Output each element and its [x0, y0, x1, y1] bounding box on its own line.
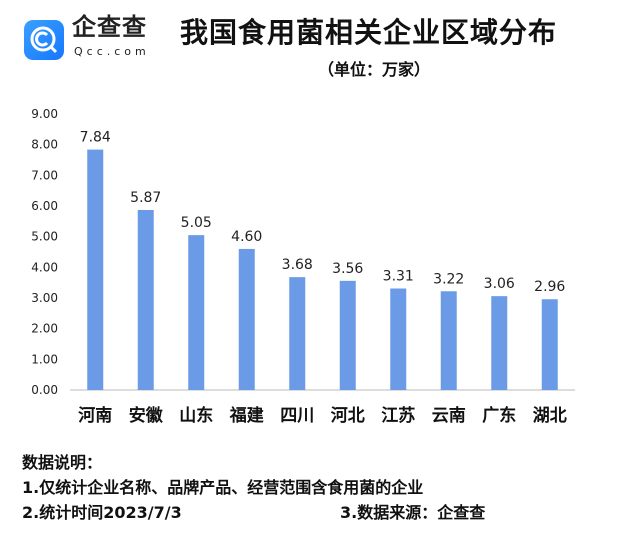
x-tick-label: 福建: [229, 405, 264, 426]
y-tick-label: 0.00: [31, 383, 58, 397]
y-tick-label: 1.00: [31, 352, 58, 366]
bar-云南: [440, 291, 457, 390]
x-tick-label: 山东: [179, 405, 213, 426]
value-label: 4.60: [231, 229, 262, 245]
value-label: 3.06: [484, 276, 515, 292]
y-tick-label: 8.00: [31, 138, 58, 152]
y-tick-label: 3.00: [31, 291, 58, 305]
note-line-2: 2.统计时间2023/7/3: [22, 503, 182, 522]
value-label: 3.68: [282, 257, 313, 273]
chart-title: 我国食用菌相关企业区域分布: [180, 16, 558, 49]
bar-四川: [289, 277, 306, 390]
x-tick-label: 四川: [280, 406, 314, 426]
bar-安徽: [137, 209, 154, 390]
x-tick-label: 江苏: [381, 405, 415, 426]
y-tick-label: 5.00: [31, 230, 58, 244]
bar-山东: [188, 235, 205, 390]
value-label: 5.87: [130, 190, 161, 206]
x-tick-label: 湖北: [533, 406, 567, 426]
bar-河南: [87, 149, 104, 390]
bar-江苏: [390, 288, 407, 390]
bar-chart: 0.00 1.00 2.00 3.00 4.00 5.00 6.00 7.00 8.00 9.00…: [31, 107, 575, 426]
value-label: 7.84: [80, 130, 111, 146]
value-label: 2.96: [534, 279, 565, 295]
y-tick-label: 9.00: [31, 107, 58, 121]
y-tick-label: 7.00: [31, 168, 58, 182]
value-label: 5.05: [181, 215, 212, 231]
x-tick-label: 安徽: [129, 405, 164, 426]
bar-福建: [238, 248, 255, 390]
value-label: 3.56: [332, 261, 363, 277]
y-tick-label: 6.00: [31, 199, 58, 213]
unit-label: （单位：万家）: [318, 60, 431, 79]
notes: 数据说明： 1.仅统计企业名称、品牌产品、经营范围含食用菌的企业 2.统计时间2…: [22, 450, 423, 525]
qcc-logo-icon: [24, 20, 64, 60]
logo-name: 企查查: [72, 13, 147, 41]
bar-广东: [491, 296, 508, 390]
bar-湖北: [541, 299, 558, 390]
notes-heading: 数据说明：: [22, 453, 103, 472]
value-label: 3.22: [433, 271, 464, 287]
value-label: 3.31: [383, 268, 414, 284]
data-source: 3.数据来源：企查查: [340, 503, 486, 522]
bar-河北: [339, 280, 356, 390]
y-tick-label: 4.00: [31, 260, 58, 274]
x-tick-label: 河南: [78, 405, 112, 426]
x-tick-label: 云南: [432, 405, 466, 426]
x-tick-label: 河北: [331, 406, 365, 426]
y-tick-label: 2.00: [31, 322, 58, 336]
logo-domain: Qcc.com: [74, 45, 150, 58]
note-line-1: 1.仅统计企业名称、品牌产品、经营范围含食用菌的企业: [22, 478, 424, 497]
x-tick-label: 广东: [482, 405, 516, 426]
